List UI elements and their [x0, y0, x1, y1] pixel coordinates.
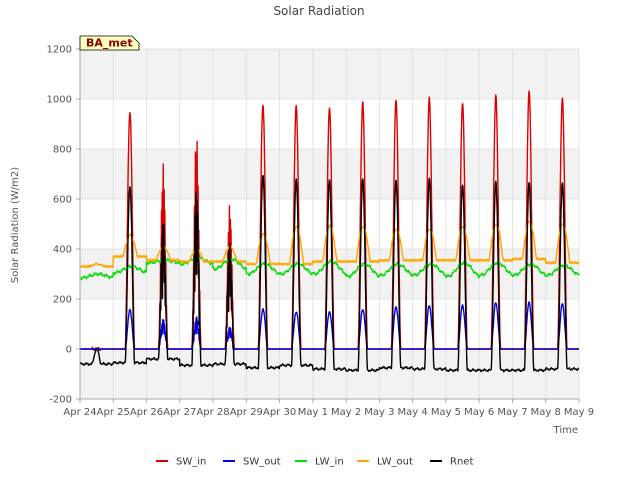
y-axis-label: Solar Radiation (W/m2) [10, 167, 21, 283]
series-line-sw-out [79, 301, 580, 351]
y-tick-label: 600 [53, 195, 72, 206]
legend-label: LW_out [377, 457, 413, 468]
legend-item-rnet: Rnet [430, 457, 473, 468]
y-tick-label: -200 [49, 395, 72, 406]
legend: SW_in SW_out LW_in LW_out Rnet [156, 457, 473, 468]
plot-band [80, 149, 579, 199]
y-tick-label: 200 [53, 295, 72, 306]
x-tick-label: Apr 28 [196, 407, 229, 418]
y-tick-label: 1000 [47, 95, 72, 106]
x-tick-label: May 6 [464, 407, 494, 418]
badge-label: BA_met [86, 37, 133, 50]
chart-title: Solar Radiation [273, 4, 364, 18]
badge: BA_met [79, 35, 140, 51]
legend-item-sw-in: SW_in [156, 457, 206, 468]
x-tick-label: May 7 [497, 407, 527, 418]
x-tick-label: Apr 24 [63, 407, 96, 418]
legend-item-lw-in: LW_in [295, 457, 344, 468]
x-tick-label: Apr 29 [230, 407, 263, 418]
plot-band [80, 349, 579, 399]
legend-item-lw-out: LW_out [357, 457, 413, 468]
series-layer [79, 90, 580, 373]
legend-label: LW_in [315, 457, 344, 468]
y-tick-label: 800 [53, 145, 72, 156]
legend-label: SW_out [243, 457, 281, 468]
x-tick-label: May 5 [431, 407, 461, 418]
y-tick-label: 1200 [47, 45, 72, 56]
x-tick-label: May 1 [298, 407, 328, 418]
x-tick-label: May 8 [531, 407, 561, 418]
plot-background [80, 49, 579, 399]
x-tick-label: May 3 [364, 407, 394, 418]
x-tick-label: May 2 [331, 407, 361, 418]
badge-box [79, 35, 140, 51]
x-tick-label: Apr 26 [130, 407, 163, 418]
x-axis-label: Time [553, 425, 578, 436]
x-tick-label: Apr 30 [263, 407, 296, 418]
legend-label: Rnet [450, 457, 473, 468]
plot-band [80, 49, 579, 99]
plot-band [80, 249, 579, 299]
y-tick-label: 400 [53, 245, 72, 256]
x-tick-label: May 4 [398, 407, 428, 418]
series-line-rnet [79, 174, 580, 373]
series-line-sw-in [79, 90, 580, 352]
plot-area [80, 49, 579, 399]
legend-label: SW_in [176, 457, 206, 468]
x-tick-label: Apr 27 [163, 407, 196, 418]
legend-item-sw-out: SW_out [223, 457, 281, 468]
x-tick-label: May 9 [564, 407, 594, 418]
y-tick-label: 0 [66, 345, 72, 356]
x-tick-label: Apr 25 [97, 407, 130, 418]
